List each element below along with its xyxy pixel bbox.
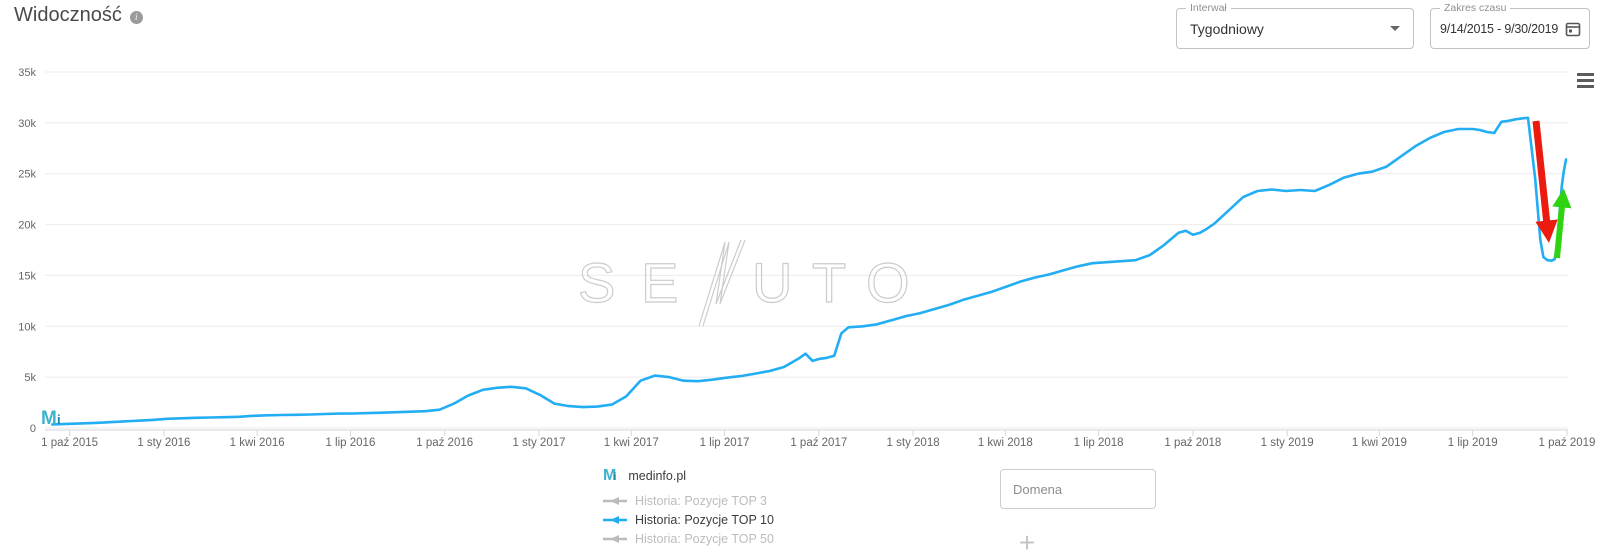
svg-text:0: 0 <box>30 423 36 435</box>
header: Widoczność i <box>14 4 143 27</box>
interval-value: Tygodniowy <box>1190 20 1264 37</box>
svg-text:S: S <box>578 251 617 314</box>
chart-menu-button[interactable] <box>1577 72 1594 89</box>
svg-text:15k: 15k <box>18 270 36 282</box>
svg-text:35k: 35k <box>18 67 36 79</box>
legend-domain-row: Mi medinfo.pl <box>603 466 774 486</box>
svg-text:25k: 25k <box>18 169 36 181</box>
series-top10-line <box>50 116 1568 426</box>
legend-item-top50[interactable]: Historia: Pozycje TOP 50 <box>603 531 774 546</box>
page-title: Widoczność <box>14 4 122 26</box>
drop-arrow <box>1532 120 1558 243</box>
date-range-field[interactable]: Zakres czasu 9/14/2015 - 9/30/2019 <box>1430 2 1590 49</box>
svg-text:E: E <box>641 251 680 314</box>
svg-text:1 kwi 2018: 1 kwi 2018 <box>978 437 1033 449</box>
svg-text:30k: 30k <box>18 118 36 130</box>
add-domain-button[interactable]: + <box>1012 528 1042 558</box>
svg-text:1 lip 2018: 1 lip 2018 <box>1074 437 1124 449</box>
svg-text:1 lip 2017: 1 lip 2017 <box>700 437 750 449</box>
info-icon[interactable]: i <box>129 10 143 24</box>
svg-text:i: i <box>57 412 61 427</box>
svg-text:1 sty 2017: 1 sty 2017 <box>512 437 565 449</box>
series-marker-icon <box>603 496 627 505</box>
legend-domain-label: medinfo.pl <box>628 469 687 483</box>
legend-item-top10[interactable]: Historia: Pozycje TOP 10 <box>603 512 774 527</box>
svg-text:20k: 20k <box>18 220 36 232</box>
domain-input[interactable] <box>1000 469 1156 509</box>
svg-text:1 lip 2019: 1 lip 2019 <box>1448 437 1498 449</box>
medinfo-logo-icon: Mi <box>603 466 617 484</box>
legend-item-top3[interactable]: Historia: Pozycje TOP 3 <box>603 493 774 508</box>
interval-select[interactable]: Interwał Tygodniowy <box>1176 2 1414 49</box>
svg-text:1 kwi 2016: 1 kwi 2016 <box>230 437 285 449</box>
svg-text:U: U <box>752 251 794 314</box>
svg-text:O: O <box>866 251 912 314</box>
chart-legend: Mi medinfo.pl Historia: Pozycje TOP 3 Hi… <box>603 466 774 550</box>
svg-text:1 sty 2016: 1 sty 2016 <box>137 437 190 449</box>
series-marker-icon <box>603 534 627 543</box>
interval-label: Interwał <box>1186 2 1231 14</box>
svg-text:1 kwi 2017: 1 kwi 2017 <box>604 437 659 449</box>
svg-text:1 paź 2019: 1 paź 2019 <box>1539 437 1596 449</box>
date-range-value: 9/14/2015 - 9/30/2019 <box>1440 21 1559 36</box>
svg-text:1 sty 2019: 1 sty 2019 <box>1261 437 1314 449</box>
recovery-arrow <box>1552 188 1572 259</box>
series-marker-icon <box>603 515 627 524</box>
svg-text:M: M <box>41 408 57 429</box>
chevron-down-icon <box>1390 26 1400 31</box>
svg-text:5k: 5k <box>24 372 36 384</box>
svg-text:10k: 10k <box>18 321 36 333</box>
calendar-icon[interactable] <box>1565 21 1581 42</box>
grid-and-axes: 0 5k 10k 15k 20k 25k 30k 35k 1 paź 2015 1 sty 201… <box>18 67 1595 449</box>
svg-text:1 paź 2018: 1 paź 2018 <box>1164 437 1221 449</box>
svg-text:1 paź 2017: 1 paź 2017 <box>790 437 847 449</box>
hamburger-icon <box>1577 73 1594 76</box>
svg-text:1 lip 2016: 1 lip 2016 <box>325 437 375 449</box>
svg-text:1 paź 2016: 1 paź 2016 <box>416 437 473 449</box>
svg-text:1 sty 2018: 1 sty 2018 <box>887 437 940 449</box>
date-range-label: Zakres czasu <box>1440 2 1511 14</box>
svg-text:1 kwi 2019: 1 kwi 2019 <box>1352 437 1407 449</box>
visibility-line-chart: 0 5k 10k 15k 20k 25k 30k 35k 1 paź 2015 1 sty 201… <box>18 67 1595 449</box>
svg-text:T: T <box>812 251 848 314</box>
svg-text:1 paź 2015: 1 paź 2015 <box>41 437 98 449</box>
